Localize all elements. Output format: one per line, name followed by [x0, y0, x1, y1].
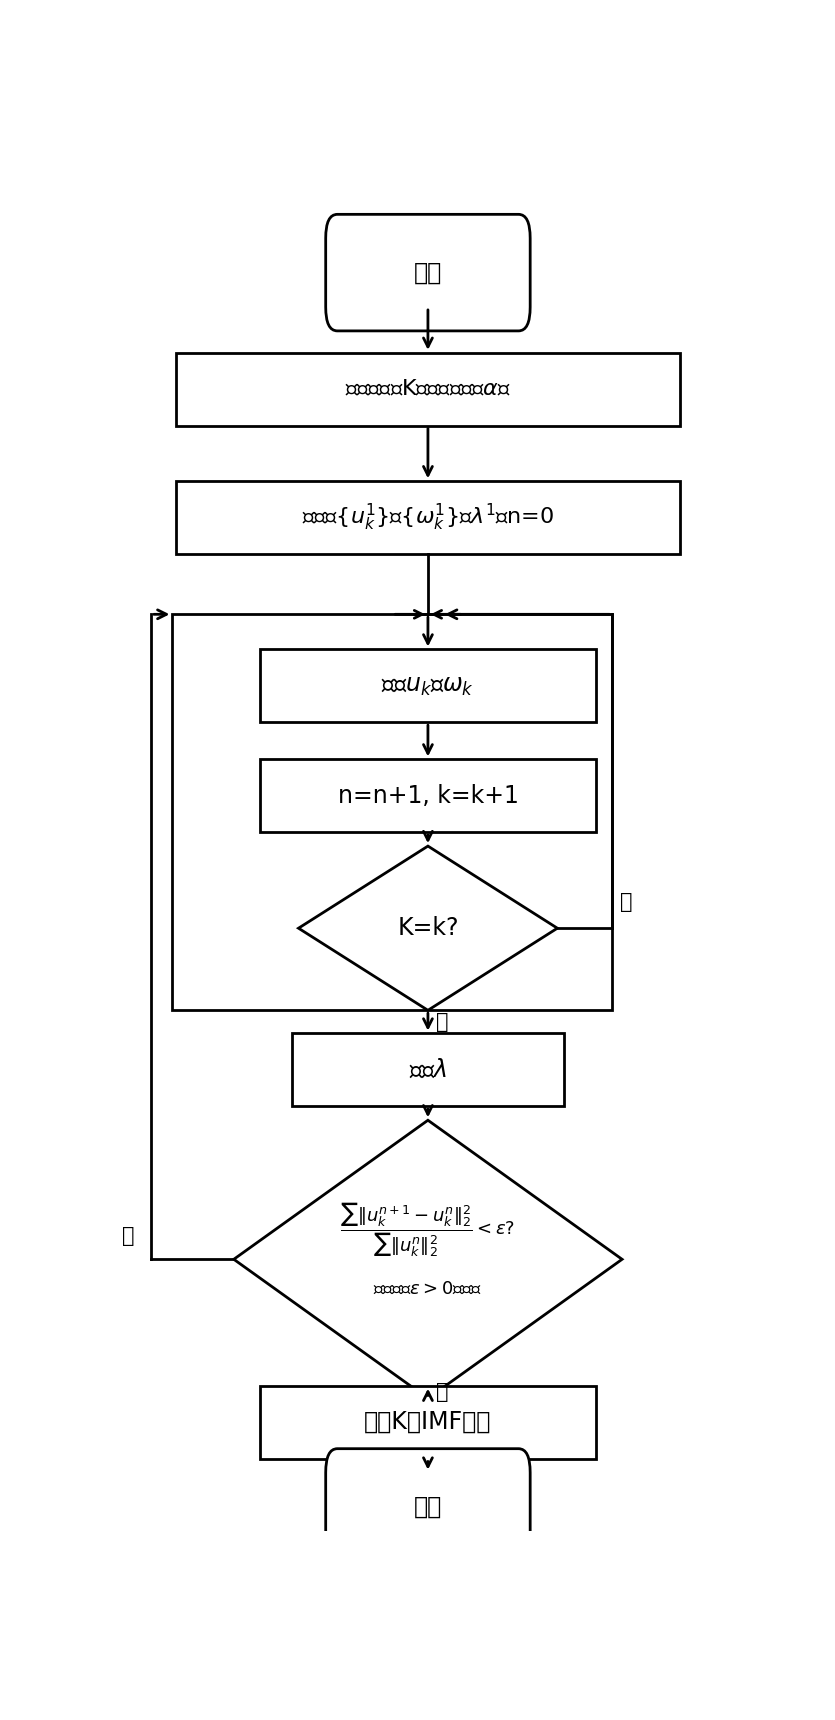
Text: K=k?: K=k?: [397, 917, 458, 941]
Text: 给出K个IMF分量: 给出K个IMF分量: [364, 1410, 492, 1434]
Text: n=n+1, k=k+1: n=n+1, k=k+1: [337, 784, 519, 808]
Text: 给定精度$\varepsilon>0$，满足: 给定精度$\varepsilon>0$，满足: [373, 1280, 483, 1297]
Bar: [260, 1386, 596, 1459]
Text: 初始化$\{u_k^1\}$、$\{\omega_k^1\}$、$\lambda^1$和n=0: 初始化$\{u_k^1\}$、$\{\omega_k^1\}$、$\lambda…: [301, 502, 554, 533]
Text: 更新$u_k$和$\omega_k$: 更新$u_k$和$\omega_k$: [382, 674, 474, 698]
Text: $\dfrac{\sum\|u_k^{n+1}-u_k^n\|_2^2}{\sum\|u_k^n\|_2^2}<\varepsilon$?: $\dfrac{\sum\|u_k^{n+1}-u_k^n\|_2^2}{\su…: [341, 1201, 515, 1259]
Text: 结束: 结束: [414, 1495, 442, 1519]
Polygon shape: [299, 846, 558, 1010]
Bar: [260, 759, 596, 832]
Text: 更新$\lambda$: 更新$\lambda$: [409, 1058, 447, 1082]
Bar: [175, 353, 681, 425]
Text: 否: 否: [122, 1226, 134, 1245]
Text: 是: 是: [437, 1383, 449, 1402]
Bar: [175, 482, 681, 554]
FancyBboxPatch shape: [326, 215, 530, 330]
Bar: [260, 650, 596, 722]
Polygon shape: [234, 1120, 622, 1398]
Bar: [292, 1034, 564, 1106]
Bar: [172, 614, 612, 1010]
Text: 否: 否: [620, 893, 633, 912]
FancyBboxPatch shape: [326, 1448, 530, 1565]
Text: 是: 是: [437, 1011, 449, 1032]
Text: 开始: 开始: [414, 261, 442, 284]
Text: 选取模态数K值和惩罚因子$\alpha$值: 选取模态数K值和惩罚因子$\alpha$值: [345, 378, 511, 399]
